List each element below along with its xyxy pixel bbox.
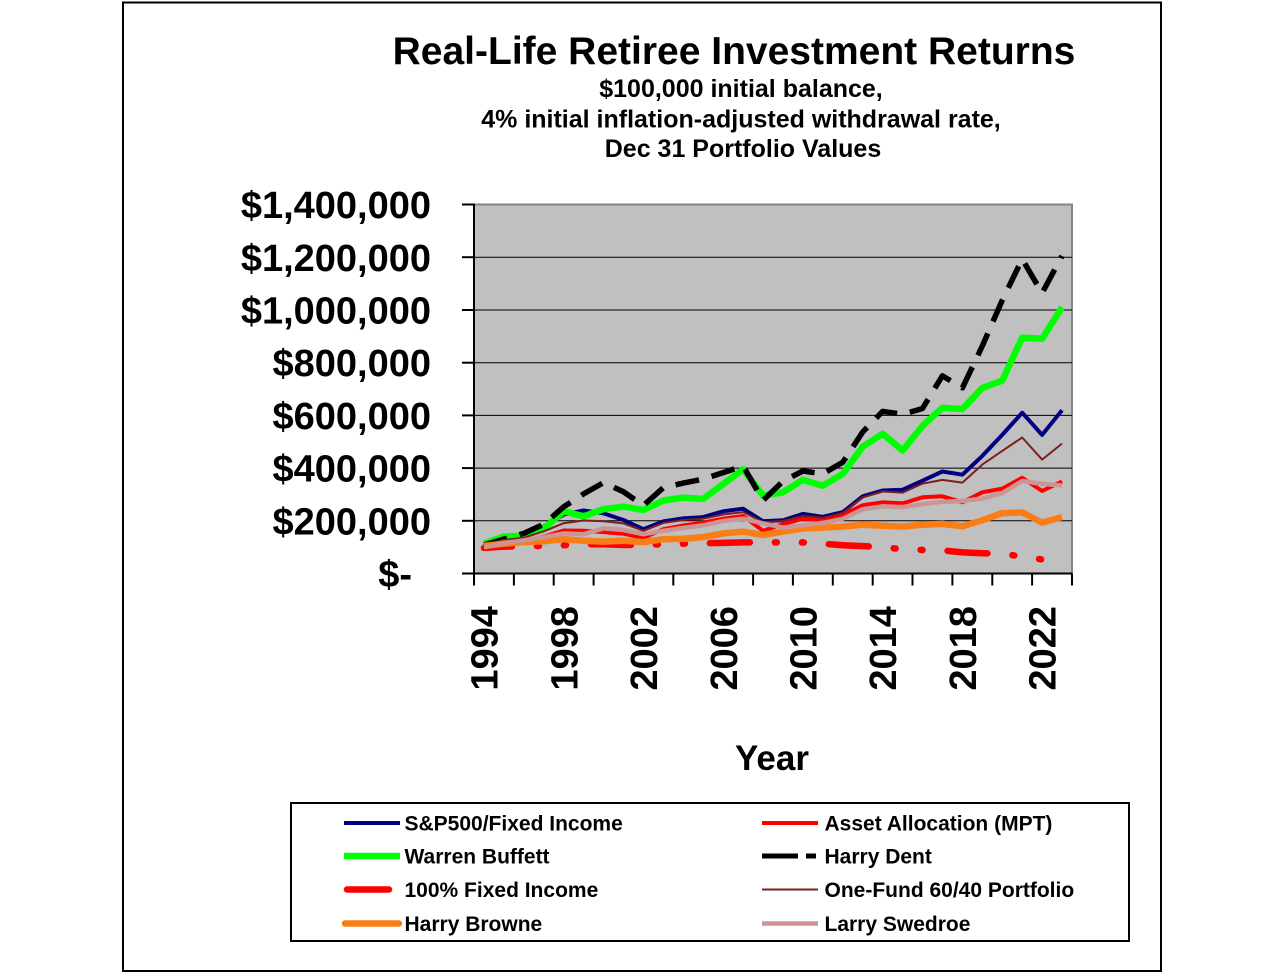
svg-text:One-Fund 60/40 Portfolio: One-Fund 60/40 Portfolio	[825, 879, 1075, 902]
svg-text:$100,000 initial balance,: $100,000 initial balance,	[599, 75, 883, 103]
svg-text:100% Fixed Income: 100% Fixed Income	[405, 879, 599, 902]
svg-text:Harry Browne: Harry Browne	[405, 913, 543, 936]
svg-text:$1,000,000: $1,000,000	[241, 291, 431, 333]
svg-text:2022: 2022	[1023, 606, 1065, 691]
svg-text:$400,000: $400,000	[273, 449, 432, 491]
svg-text:Dec 31 Portfolio Values: Dec 31 Portfolio Values	[605, 135, 882, 163]
svg-text:$800,000: $800,000	[273, 343, 432, 385]
svg-text:2006: 2006	[704, 606, 746, 691]
svg-text:Warren Buffett: Warren Buffett	[405, 845, 550, 868]
svg-text:$600,000: $600,000	[273, 396, 432, 438]
svg-text:4% initial inflation-adjusted: 4% initial inflation-adjusted withdrawal…	[481, 106, 1001, 134]
svg-text:$-: $-	[378, 554, 412, 596]
svg-text:Asset Allocation (MPT): Asset Allocation (MPT)	[825, 812, 1053, 835]
svg-text:Year: Year	[735, 739, 809, 778]
svg-text:$1,400,000: $1,400,000	[241, 185, 431, 227]
svg-text:$200,000: $200,000	[273, 501, 432, 543]
svg-text:S&P500/Fixed Income: S&P500/Fixed Income	[405, 812, 623, 835]
svg-text:2002: 2002	[624, 606, 666, 691]
svg-text:2014: 2014	[863, 606, 905, 691]
svg-text:Harry Dent: Harry Dent	[825, 845, 932, 868]
svg-text:Real-Life Retiree Investment R: Real-Life Retiree Investment Returns	[393, 30, 1076, 73]
svg-text:2010: 2010	[784, 606, 826, 691]
svg-text:$1,200,000: $1,200,000	[241, 238, 431, 280]
svg-text:1994: 1994	[465, 606, 507, 691]
svg-text:Larry Swedroe: Larry Swedroe	[825, 913, 971, 936]
svg-text:1998: 1998	[544, 606, 586, 691]
svg-text:2018: 2018	[943, 606, 985, 691]
